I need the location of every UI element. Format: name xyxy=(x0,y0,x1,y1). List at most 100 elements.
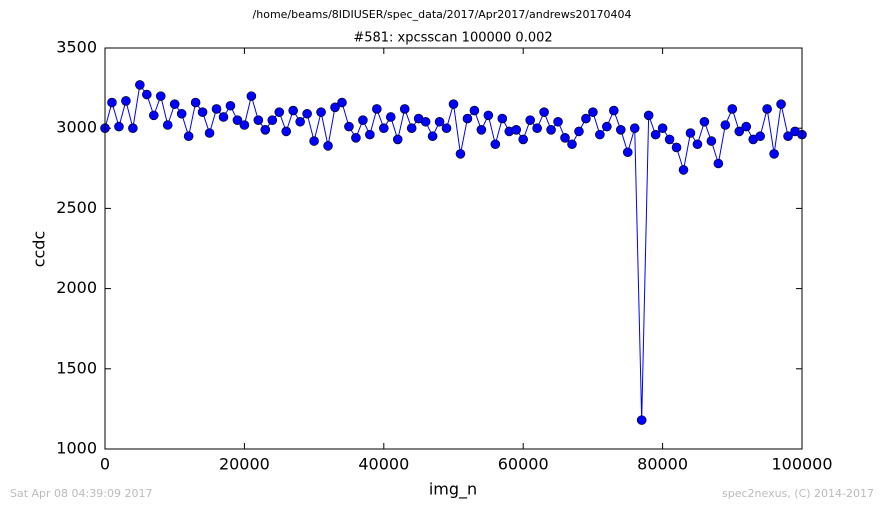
data-point xyxy=(755,131,765,142)
chart-title: #581: xpcsscan 100000 0.002 xyxy=(353,31,552,46)
data-point xyxy=(539,107,549,117)
suptitle: /home/beams/8IDIUSER/spec_data/2017/Apr2… xyxy=(253,8,632,21)
data-point xyxy=(783,131,793,142)
data-point xyxy=(553,116,563,127)
data-point xyxy=(462,113,473,124)
data-point xyxy=(720,120,731,130)
data-point xyxy=(267,115,278,125)
data-point xyxy=(148,110,159,121)
data-point xyxy=(741,121,752,132)
data-point xyxy=(302,108,312,119)
data-point xyxy=(685,128,696,138)
data-point xyxy=(204,128,215,138)
data-point xyxy=(372,104,382,114)
data-point xyxy=(246,91,257,101)
data-point xyxy=(406,123,417,133)
data-point xyxy=(239,120,250,130)
data-point xyxy=(699,116,710,127)
data-point xyxy=(776,99,786,109)
data-point xyxy=(560,133,570,143)
x-tick-label: 40000 xyxy=(358,455,409,474)
data-point xyxy=(643,110,654,121)
data-point xyxy=(330,102,340,113)
data-point xyxy=(762,104,772,114)
data-point xyxy=(427,131,438,142)
data-point xyxy=(727,104,738,114)
data-point xyxy=(351,133,361,143)
y-axis-label: ccdc xyxy=(30,231,49,268)
data-point xyxy=(650,129,661,140)
footer-left: Sat Apr 08 04:39:09 2017 xyxy=(10,487,152,500)
x-tick-label: 20000 xyxy=(219,455,270,474)
data-point xyxy=(629,123,640,133)
data-point xyxy=(476,125,487,135)
data-point xyxy=(609,105,619,116)
y-tick-label: 2500 xyxy=(56,198,97,217)
data-point xyxy=(567,139,577,150)
data-point xyxy=(337,97,347,108)
x-tick-label: 100000 xyxy=(771,455,832,474)
data-point xyxy=(378,123,389,133)
y-tick-label: 2000 xyxy=(56,278,97,297)
data-point xyxy=(448,99,459,109)
data-point xyxy=(588,107,598,117)
x-tick-label: 80000 xyxy=(637,455,688,474)
data-point xyxy=(365,129,375,140)
y-tick-label: 3500 xyxy=(56,38,97,57)
data-point xyxy=(678,165,689,175)
data-point xyxy=(636,415,647,425)
data-point xyxy=(581,113,591,124)
data-point xyxy=(274,107,285,117)
data-point xyxy=(114,121,124,132)
data-point xyxy=(511,125,522,135)
data-point xyxy=(483,110,494,121)
data-point xyxy=(706,136,717,146)
data-point xyxy=(671,142,682,153)
data-point xyxy=(211,104,222,114)
data-point xyxy=(162,120,173,130)
footer-right: spec2nexus, (C) 2014-2017 xyxy=(722,487,874,500)
x-tick-label: 60000 xyxy=(498,455,549,474)
data-point xyxy=(441,123,452,133)
data-point xyxy=(595,129,605,140)
data-point xyxy=(309,136,319,146)
data-point xyxy=(197,107,208,117)
data-point xyxy=(490,139,501,150)
data-point xyxy=(525,115,535,125)
data-point xyxy=(392,134,403,145)
data-point xyxy=(532,123,542,133)
data-point xyxy=(713,158,724,169)
data-point xyxy=(615,125,626,135)
y-tick-label: 1000 xyxy=(56,439,97,458)
data-point xyxy=(169,99,180,109)
data-point xyxy=(692,139,703,150)
x-tick-label: 0 xyxy=(100,455,110,474)
data-point xyxy=(232,115,243,125)
data-point xyxy=(399,104,410,114)
data-point xyxy=(316,107,326,117)
data-point xyxy=(183,131,194,142)
y-tick-label: 1500 xyxy=(56,358,97,377)
data-point xyxy=(518,134,529,145)
data-point xyxy=(664,134,675,145)
y-tick-label: 3000 xyxy=(56,118,97,137)
plot-frame xyxy=(104,47,803,450)
data-point xyxy=(281,126,292,137)
x-axis-label: img_n xyxy=(429,480,477,500)
data-point xyxy=(420,116,431,127)
data-point xyxy=(455,149,466,159)
data-point xyxy=(135,80,145,90)
data-point xyxy=(385,112,396,122)
data-point xyxy=(602,121,612,132)
data-point xyxy=(497,113,508,124)
data-point xyxy=(190,97,201,108)
data-point xyxy=(253,115,264,125)
data-point xyxy=(469,105,480,116)
data-point xyxy=(657,123,668,133)
data-point xyxy=(155,91,166,101)
data-point xyxy=(295,116,305,127)
data-point xyxy=(260,125,271,135)
data-point xyxy=(358,115,368,125)
data-point xyxy=(128,123,138,133)
